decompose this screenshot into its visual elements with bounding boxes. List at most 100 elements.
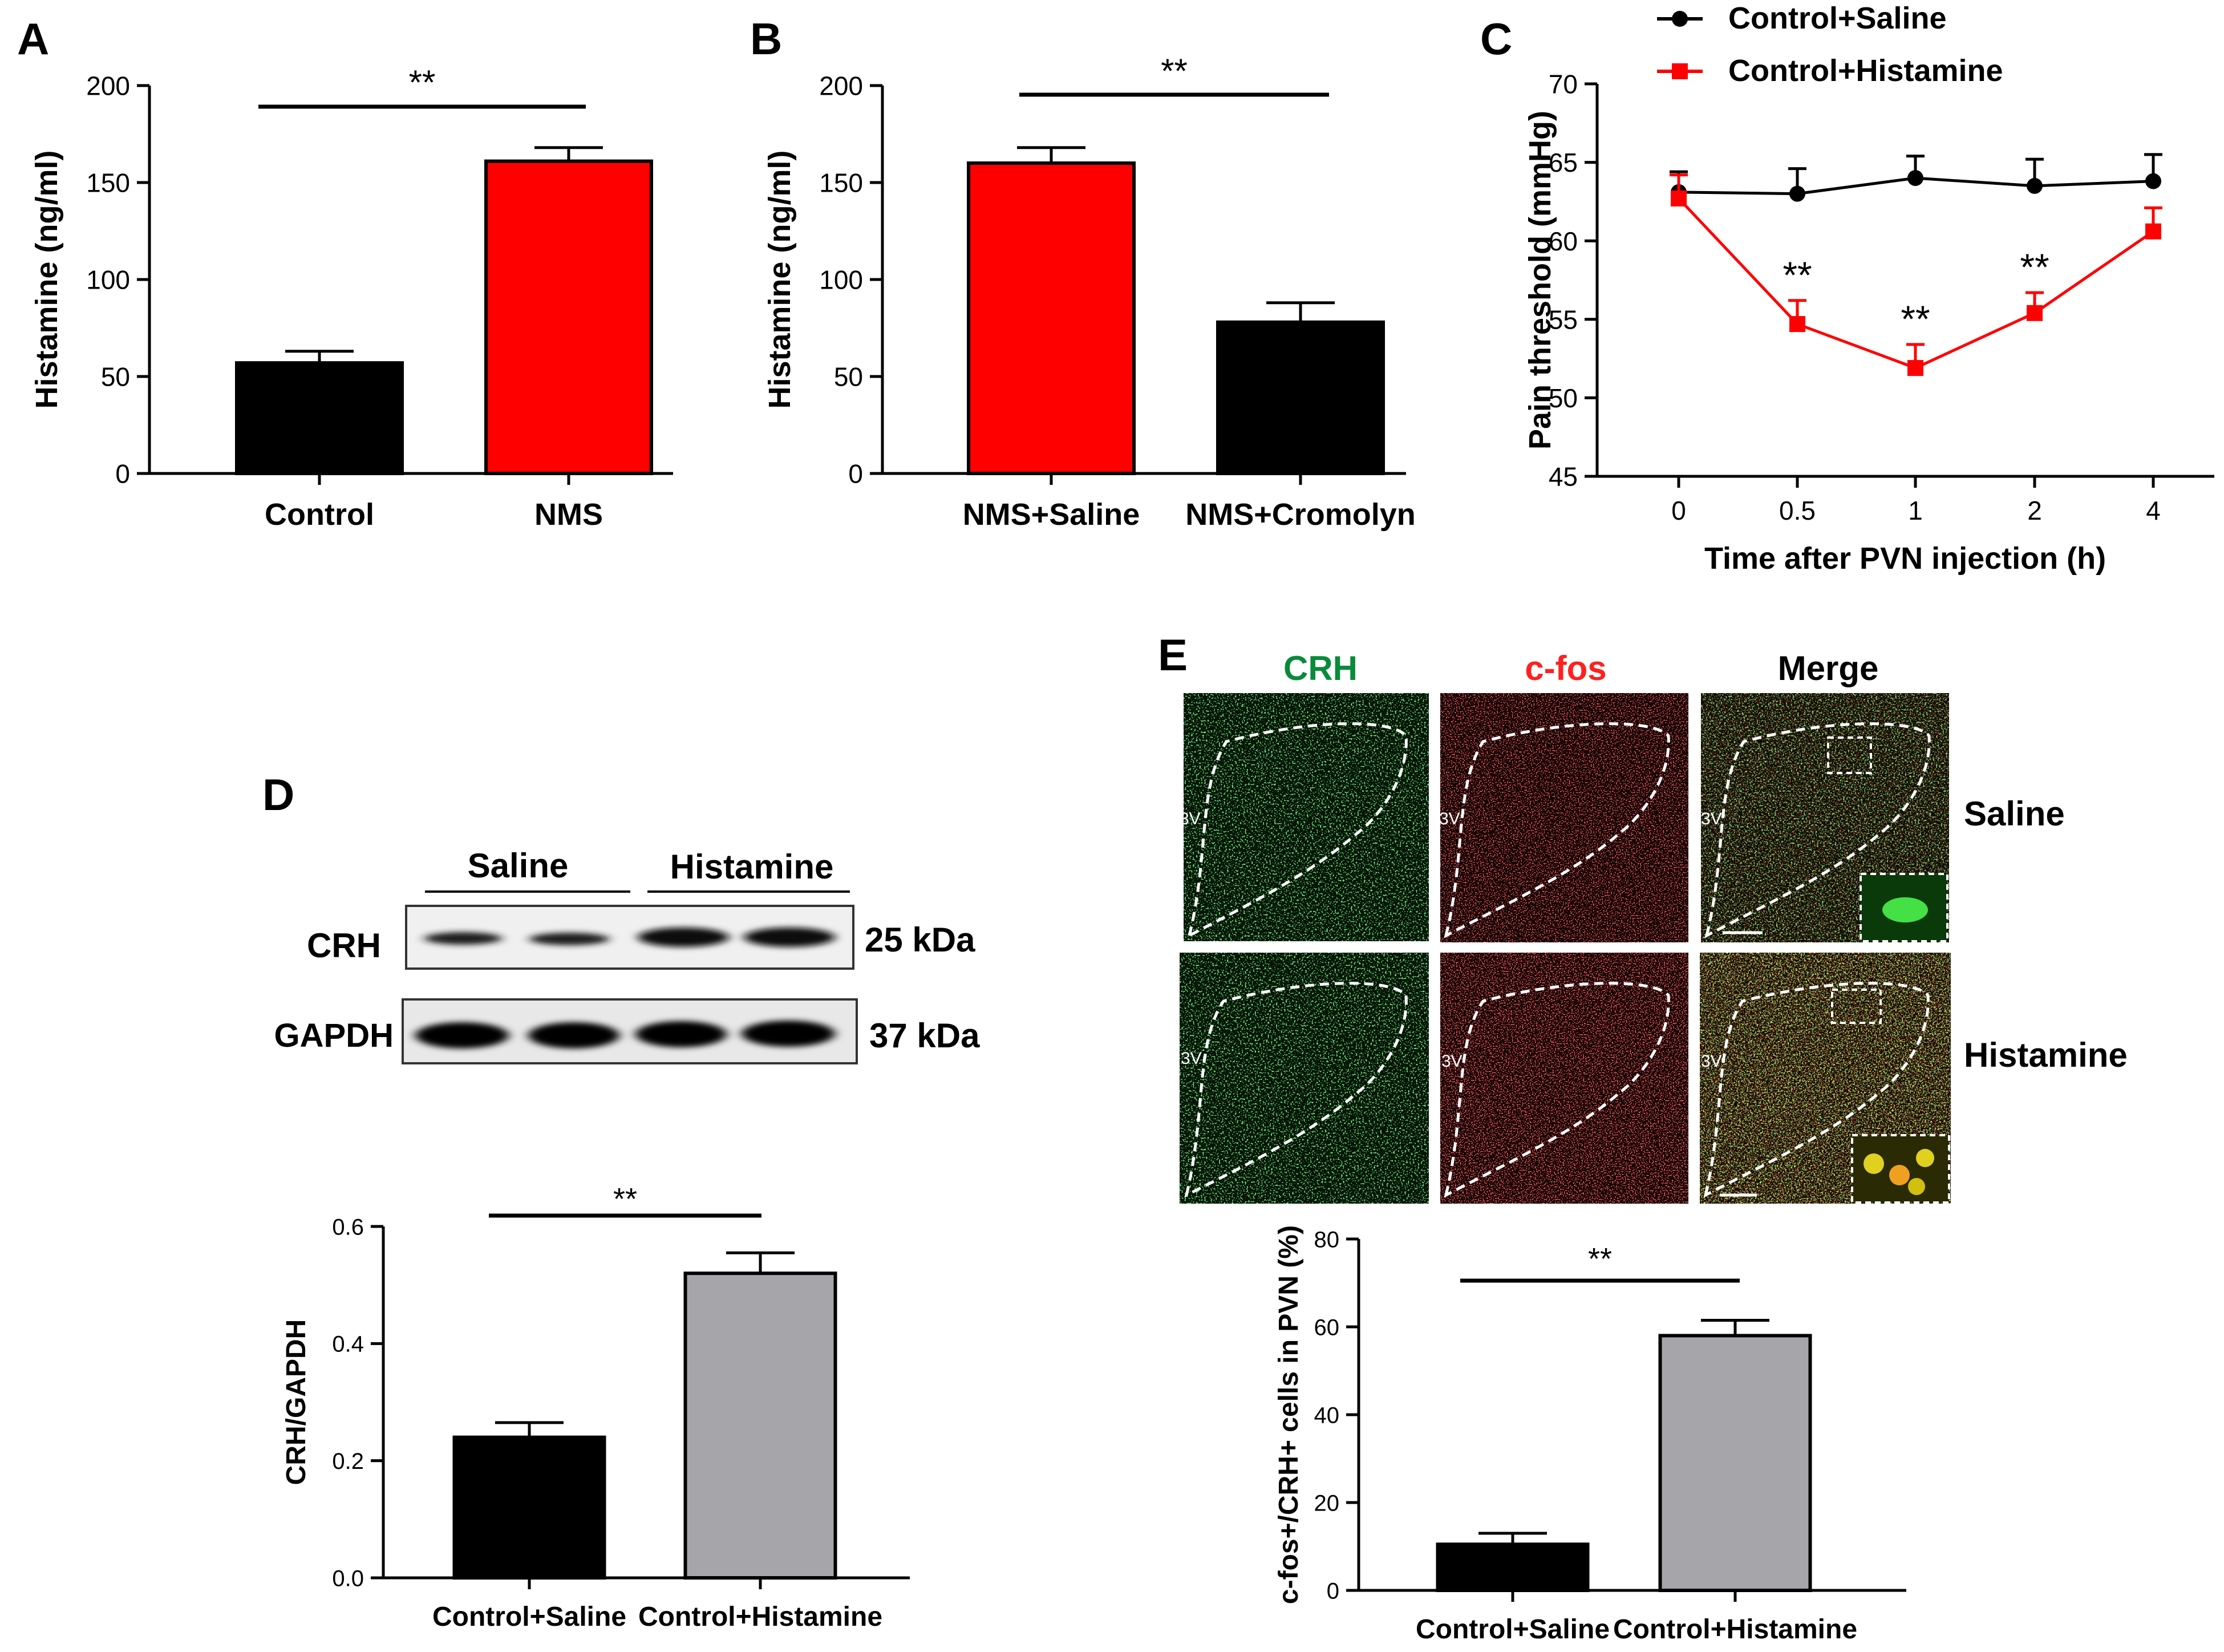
blot-protein-crh: CRH: [307, 926, 381, 965]
x-tick-label-e: Control+Histamine: [1613, 1614, 1857, 1645]
significance-label-d: **: [613, 1182, 637, 1216]
y-axis-label-c: Pain threshold (mmHg): [1523, 111, 1557, 450]
x-tick-label-c: 4: [2146, 496, 2161, 525]
data-point-histamine: [1789, 316, 1805, 333]
legend-label-histamine: Control+Histamine: [1728, 54, 2003, 88]
blot-protein-gapdh: GAPDH: [274, 1017, 394, 1054]
micrograph-grid: CRH c-fos Merge 3V 3V 3V: [1180, 649, 2128, 1204]
y-tick-label-d: 0.0: [332, 1566, 364, 1591]
chart-panel-c: 45 50 55 60 65 70 Pain threshold (mmHg) 0 0.5 1 2 4…: [1523, 70, 2214, 576]
panel-label-c: C: [1480, 14, 1512, 64]
micrograph-histamine-cfos: 3V: [1440, 953, 1688, 1204]
x-axis-label-c: Time after PVN injection (h): [1704, 541, 2106, 576]
x-tick-label-c: 0.5: [1779, 496, 1816, 525]
y-tick-label-c: 70: [1549, 70, 1578, 99]
y-tick-label-e: 60: [1314, 1315, 1340, 1340]
y-tick-label-c: 50: [1549, 383, 1578, 413]
micro-3v-histamine-crh: 3V: [1181, 1049, 1202, 1068]
significance-label-c: **: [1783, 254, 1812, 296]
data-point-histamine: [2145, 223, 2161, 240]
x-tick-label-e: Control+Saline: [1416, 1614, 1610, 1645]
blot-band-gapdh-2: [528, 1022, 619, 1048]
micro-3v-saline-crh: 3V: [1180, 809, 1201, 828]
y-tick-label-e: 80: [1314, 1227, 1340, 1252]
bar-d-1: [452, 1435, 606, 1580]
data-point-histamine: [1907, 360, 1923, 376]
x-tick-label-c: 0: [1671, 496, 1686, 525]
y-axis-label-e: c-fos+/CRH+ cells in PVN (%): [1274, 1225, 1304, 1604]
blot-band-crh-3: [638, 928, 729, 947]
blot-group-saline: Saline: [468, 847, 569, 885]
blot-group-histamine: Histamine: [670, 848, 834, 886]
legend-marker-saline: [1672, 11, 1688, 27]
bar-b-1: [967, 161, 1136, 475]
x-tick-label-b: NMS+Cromolyn: [1185, 497, 1416, 532]
x-tick-label-c: 1: [1908, 496, 1923, 525]
chart-panel-d: 0.0 0.2 0.4 0.6 CRH/GAPDH Control+Saline Contr…: [281, 1182, 910, 1632]
chart-panel-a: 0 50 100 150 200 Histamine (ng/ml) Control NMS *…: [30, 63, 673, 532]
micro-header-crh: CRH: [1283, 649, 1358, 687]
y-tick-label-b: 100: [819, 265, 863, 295]
chart-panel-b: 0 50 100 150 200 Histamine (ng/ml) NMS+Saline N…: [763, 52, 1416, 532]
panel-label-a: A: [17, 14, 49, 64]
micro-header-merge: Merge: [1778, 649, 1879, 687]
y-tick-label-a: 50: [101, 362, 130, 392]
bar-e-2: [1658, 1334, 1812, 1592]
y-tick-label-b: 50: [834, 362, 863, 392]
y-tick-label-e: 0: [1327, 1578, 1339, 1604]
micro-3v-saline-merge: 3V: [1701, 809, 1722, 828]
blot-band-crh-4: [744, 928, 835, 947]
x-tick-label-a: Control: [265, 497, 374, 532]
bar-d-2: [683, 1272, 837, 1580]
y-tick-label-a: 0: [115, 459, 130, 489]
micrograph-saline-cfos: 3V: [1439, 693, 1688, 942]
micrograph-saline-merge: 3V: [1701, 693, 1949, 942]
blot-band-gapdh-1: [415, 1022, 509, 1048]
y-tick-label-a: 100: [86, 265, 130, 295]
significance-label-c: **: [2020, 246, 2049, 288]
micrograph-saline-crh: 3V: [1180, 693, 1429, 941]
panel-label-d: D: [262, 770, 294, 820]
micro-3v-histamine-merge: 3V: [1701, 1052, 1722, 1071]
x-tick-label-d: Control+Saline: [432, 1602, 626, 1632]
x-tick-label-a: NMS: [534, 497, 603, 532]
bar-e-1: [1436, 1542, 1590, 1592]
y-tick-label-c: 45: [1549, 462, 1578, 492]
data-point-saline: [1907, 170, 1923, 187]
y-axis-label-d: CRH/GAPDH: [281, 1319, 311, 1485]
x-tick-label-d: Control+Histamine: [638, 1602, 882, 1632]
micro-3v-saline-cfos: 3V: [1439, 809, 1460, 828]
x-tick-label-b: NMS+Saline: [963, 497, 1140, 532]
blot-band-gapdh-3: [635, 1021, 727, 1047]
y-tick-label-e: 40: [1314, 1403, 1340, 1428]
data-point-histamine: [1671, 190, 1687, 206]
y-axis-label-a: Histamine (ng/ml): [30, 150, 64, 408]
y-tick-label-b: 150: [819, 168, 863, 198]
micro-3v-histamine-cfos: 3V: [1441, 1052, 1463, 1071]
bar-a-2: [484, 159, 653, 476]
y-tick-label-d: 0.2: [332, 1449, 364, 1474]
western-blot: Saline Histamine CRH 25 kDa GAPDH 37 kDa: [274, 847, 980, 1064]
blot-band-crh-1: [424, 932, 502, 945]
blot-size-crh: 25 kDa: [865, 921, 975, 959]
series-line-histamine: [1678, 197, 2154, 370]
significance-label-a: **: [409, 63, 436, 102]
y-tick-label-e: 20: [1314, 1491, 1340, 1516]
legend-marker-histamine: [1672, 63, 1688, 79]
significance-label-c: **: [1901, 298, 1930, 340]
chart-panel-e: 0 20 40 60 80 c-fos+/CRH+ cells in PVN (%) Con…: [1274, 1225, 1906, 1645]
bar-a-1: [235, 361, 404, 476]
data-point-saline: [2145, 173, 2161, 189]
significance-label-e: **: [1588, 1242, 1612, 1276]
y-tick-label-c: 60: [1549, 226, 1578, 256]
legend-label-saline: Control+Saline: [1728, 1, 1947, 35]
micro-row-saline: Saline: [1964, 795, 2065, 833]
y-tick-label-b: 200: [819, 71, 863, 101]
panel-label-e: E: [1158, 630, 1188, 680]
y-tick-label-b: 0: [848, 459, 863, 489]
legend-panel-c: Control+Saline Control+Histamine: [1657, 1, 2003, 88]
micro-row-histamine: Histamine: [1964, 1036, 2128, 1074]
x-tick-label-c: 2: [2027, 496, 2042, 525]
y-tick-label-c: 65: [1549, 148, 1578, 177]
